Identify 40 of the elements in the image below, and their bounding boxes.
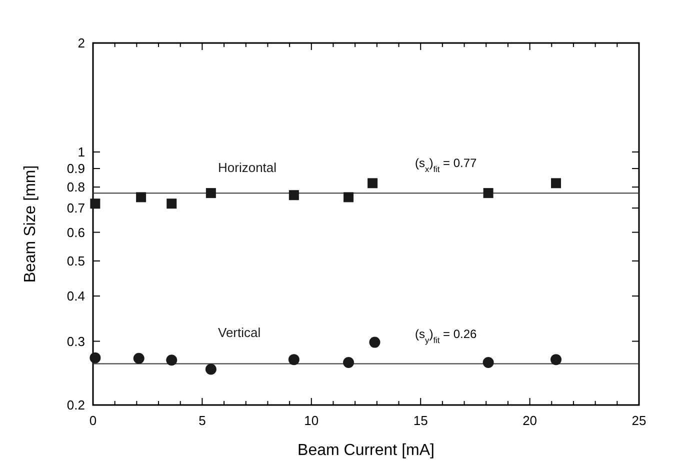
point <box>344 192 354 202</box>
x-tick-label: 15 <box>413 413 428 428</box>
y-tick-label: 0.5 <box>66 253 85 268</box>
y-tick-label: 0.9 <box>66 161 85 176</box>
y-tick-label: 0.8 <box>66 180 85 195</box>
point <box>368 178 378 188</box>
y-tick-label: 0.7 <box>66 200 85 216</box>
series-label: Vertical <box>218 324 261 340</box>
x-tick-label: 25 <box>632 413 646 428</box>
series-label: Horizontal <box>218 160 277 176</box>
point <box>206 188 216 198</box>
point <box>136 192 146 202</box>
point <box>288 190 299 200</box>
point <box>369 336 380 348</box>
y-tick-label: 0.2 <box>66 398 85 412</box>
x-tick-label: 10 <box>304 413 319 428</box>
point <box>343 357 354 368</box>
point <box>205 364 216 375</box>
point <box>550 354 562 366</box>
point <box>166 198 177 209</box>
x-tick-label: 20 <box>522 413 538 428</box>
ref-line-label: (s$_{y}$)$_{fit}$ = 0.26 <box>415 326 478 345</box>
y-tick-label: 2 <box>78 36 85 50</box>
y-tick-label: 0.3 <box>66 334 85 349</box>
point <box>483 188 494 198</box>
point <box>90 352 101 364</box>
point <box>482 357 494 368</box>
y-tick-label: 1 <box>78 144 85 160</box>
point <box>90 198 100 209</box>
point <box>551 178 562 188</box>
point <box>166 354 178 366</box>
ref-line-label: (s$_{x}$)$_{fit}$ = 0.77 <box>415 156 478 174</box>
y-tick-label: 0.6 <box>66 224 85 240</box>
x-tick-label: 5 <box>198 413 206 428</box>
y-tick-label: 0.4 <box>66 288 85 304</box>
point <box>133 352 144 364</box>
x-tick-label: 0 <box>89 413 97 428</box>
y-axis-title: Beam Size [mm] <box>22 165 39 283</box>
x-axis-title: Beam Current [mA] <box>298 442 434 459</box>
point <box>288 354 300 366</box>
